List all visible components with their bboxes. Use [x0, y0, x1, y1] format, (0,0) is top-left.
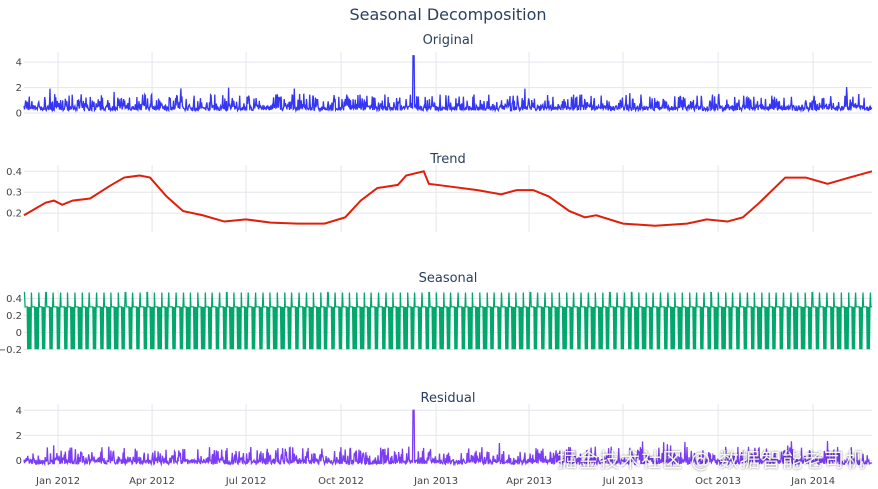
- y-tick-label: 4: [16, 58, 22, 69]
- original-line: [23, 55, 873, 113]
- trend-line: [23, 170, 873, 227]
- y-tick-label: 0.4: [6, 167, 22, 178]
- x-tick-label: Jul 2012: [225, 476, 267, 487]
- x-tick-label: Jan 2013: [413, 476, 458, 487]
- chart-title: Seasonal Decomposition: [349, 5, 546, 24]
- y-tick-label: 4: [16, 406, 22, 417]
- x-tick-label: Apr 2013: [506, 476, 552, 487]
- watermark: 掘金技术社区 @ 数据智能老司机: [557, 448, 866, 472]
- y-tick-label: 0: [16, 109, 22, 120]
- panel-title-trend: Trend: [429, 152, 466, 167]
- panel-title-residual: Residual: [421, 391, 476, 406]
- x-tick-label: Apr 2012: [129, 476, 175, 487]
- y-tick-label: 2: [16, 431, 22, 442]
- y-tick-label: 0.2: [6, 209, 22, 220]
- panel-title-original: Original: [423, 33, 474, 48]
- x-tick-label: Oct 2012: [318, 476, 364, 487]
- x-tick-label: Jan 2014: [790, 476, 835, 487]
- y-tick-label: 0.4: [6, 294, 22, 305]
- y-tick-label: 2: [16, 83, 22, 94]
- y-tick-label: −0.2: [0, 345, 22, 356]
- x-tick-label: Jan 2012: [35, 476, 80, 487]
- y-tick-label: 0.2: [6, 311, 22, 322]
- residual-line: [23, 409, 873, 467]
- y-tick-label: 0.3: [6, 188, 22, 199]
- panel-title-seasonal: Seasonal: [419, 271, 478, 286]
- seasonal-line: [23, 291, 872, 350]
- y-tick-label: 0: [16, 456, 22, 467]
- x-tick-label: Oct 2013: [695, 476, 741, 487]
- x-tick-label: Jul 2013: [602, 476, 644, 487]
- y-tick-label: 0: [16, 328, 22, 339]
